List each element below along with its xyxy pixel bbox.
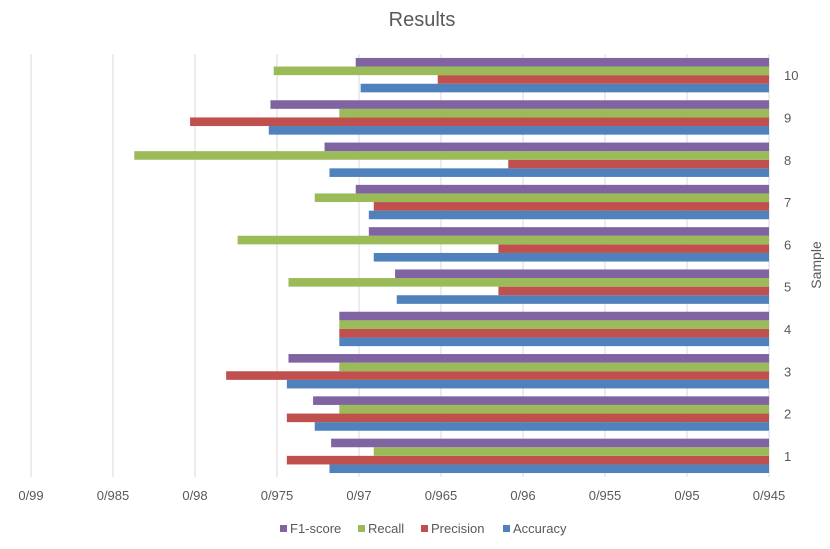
y-tick-label: 9 xyxy=(784,110,791,125)
bar-accuracy-sample-2 xyxy=(314,422,769,431)
legend-label: F1-score xyxy=(290,521,341,536)
bar-precision-sample-7 xyxy=(373,202,769,211)
bar-precision-sample-5 xyxy=(498,286,769,296)
bar-precision-sample-9 xyxy=(190,117,769,127)
legend-swatch xyxy=(421,525,428,532)
bar-recall-sample-8 xyxy=(134,151,769,160)
bar-precision-sample-3 xyxy=(226,371,769,380)
x-tick-labels: 0/99 0/985 0/98 0/975 0/97 0/965 0/96 0/955 0/95… xyxy=(18,488,785,503)
legend-label: Accuracy xyxy=(513,521,567,536)
x-tick-label: 0/985 xyxy=(97,488,130,503)
y-tick-label: 7 xyxy=(784,195,791,210)
x-tick-label: 0/97 xyxy=(346,488,371,503)
x-tick-label: 0/96 xyxy=(510,488,535,503)
bar-precision-sample-2 xyxy=(286,413,769,423)
bar-recall-sample-5 xyxy=(288,278,769,287)
y-tick-label: 2 xyxy=(784,407,791,422)
bar-precision-sample-1 xyxy=(286,455,769,465)
bar-precision-sample-10 xyxy=(437,75,769,84)
y-axis-title: Sample xyxy=(808,241,824,289)
bar-recall-sample-7 xyxy=(314,193,769,203)
y-tick-label: 1 xyxy=(784,449,791,464)
bar-recall-sample-6 xyxy=(237,235,769,245)
bar-f1-score-sample-4 xyxy=(339,311,769,321)
bar-recall-sample-4 xyxy=(339,320,769,329)
y-tick-label: 10 xyxy=(784,68,798,83)
bar-accuracy-sample-6 xyxy=(373,252,769,262)
y-tick-label: 5 xyxy=(784,280,791,295)
bar-f1-score-sample-1 xyxy=(331,438,769,448)
bar-accuracy-sample-9 xyxy=(268,126,769,135)
bar-recall-sample-2 xyxy=(339,404,769,414)
y-tick-labels: 1 2 3 4 5 6 7 8 9 10 xyxy=(784,68,798,464)
x-tick-label: 0/98 xyxy=(182,488,207,503)
x-tick-label: 0/975 xyxy=(261,488,294,503)
bar-precision-sample-6 xyxy=(498,244,769,253)
chart-title: Results xyxy=(389,9,456,31)
bar-f1-score-sample-2 xyxy=(313,396,769,405)
bar-f1-score-sample-6 xyxy=(368,227,769,236)
x-tick-label: 0/945 xyxy=(753,488,786,503)
bar-accuracy-sample-10 xyxy=(360,83,769,93)
y-tick-label: 6 xyxy=(784,237,791,252)
bar-f1-score-sample-8 xyxy=(324,142,769,152)
bar-accuracy-sample-3 xyxy=(286,379,769,389)
bar-accuracy-sample-1 xyxy=(329,464,769,474)
bar-f1-score-sample-7 xyxy=(355,184,769,194)
legend-label: Recall xyxy=(368,521,404,536)
x-tick-label: 0/95 xyxy=(674,488,699,503)
bar-accuracy-sample-4 xyxy=(339,337,769,347)
y-tick-label: 8 xyxy=(784,153,791,168)
bar-accuracy-sample-8 xyxy=(329,168,769,177)
bar-f1-score-sample-10 xyxy=(355,57,769,67)
bar-accuracy-sample-7 xyxy=(368,210,769,220)
legend-label: Precision xyxy=(431,521,484,536)
bar-recall-sample-9 xyxy=(339,108,769,118)
y-tick-label: 3 xyxy=(784,364,791,379)
bar-recall-sample-3 xyxy=(339,362,769,372)
bar-recall-sample-10 xyxy=(273,66,769,76)
bar-f1-score-sample-3 xyxy=(288,354,769,363)
bars xyxy=(134,57,769,474)
bar-f1-score-sample-5 xyxy=(395,269,769,279)
bar-precision-sample-8 xyxy=(508,159,769,169)
legend: F1-score Recall Precision Accuracy xyxy=(280,521,567,536)
x-tick-label: 0/965 xyxy=(425,488,458,503)
bar-accuracy-sample-5 xyxy=(396,295,769,304)
bar-precision-sample-4 xyxy=(339,328,769,338)
bar-recall-sample-1 xyxy=(373,447,769,456)
x-tick-label: 0/955 xyxy=(589,488,622,503)
bar-f1-score-sample-9 xyxy=(270,100,769,109)
x-tick-label: 0/99 xyxy=(18,488,43,503)
y-tick-label: 4 xyxy=(784,322,791,337)
legend-swatch xyxy=(503,525,510,532)
legend-swatch xyxy=(358,525,365,532)
legend-swatch xyxy=(280,525,287,532)
